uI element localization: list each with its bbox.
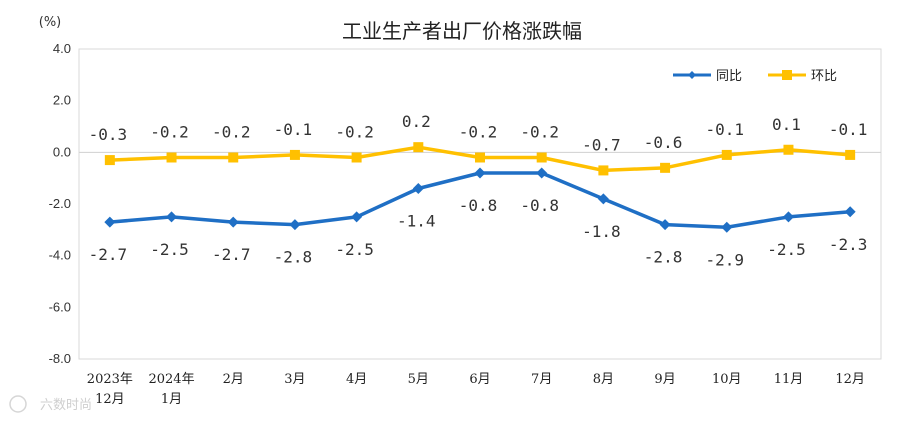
data-label: -2.9	[706, 250, 745, 269]
x-tick-label: 2023年	[87, 372, 133, 387]
data-label: -0.1	[829, 120, 868, 139]
legend-marker-mom	[782, 70, 792, 80]
series-1-point	[104, 155, 115, 166]
series-1-point	[413, 142, 424, 153]
y-tick-label: -6.0	[49, 299, 71, 314]
series-0-point	[166, 211, 178, 223]
data-label: -0.2	[150, 123, 189, 142]
legend-label-mom: 环比	[811, 69, 837, 84]
y-tick-label: -4.0	[49, 248, 71, 263]
y-tick-label: 2.0	[53, 93, 71, 108]
x-tick-label: 9月	[654, 372, 675, 387]
series-0-point	[597, 193, 609, 205]
legend-item-yoy: 同比	[673, 69, 742, 84]
series-1-point	[845, 149, 856, 160]
watermark-logo-icon	[9, 395, 27, 413]
series-1-point	[598, 165, 609, 176]
x-tick-label: 1月	[161, 392, 182, 407]
data-label: -0.6	[644, 133, 683, 152]
series-1-point	[536, 152, 547, 163]
data-label: -0.7	[582, 135, 621, 154]
series-1-point	[289, 149, 300, 160]
data-labels: -2.7 -2.5 -2.7 -2.8 -2.5 -1.4 -0.8 -0.8 -1.8 -2.8…	[89, 112, 868, 269]
y-tick-label: 4.0	[53, 41, 71, 56]
legend-marker-yoy	[688, 71, 696, 79]
data-label: -2.5	[150, 240, 189, 259]
series-1-point	[351, 152, 362, 163]
x-tick-label: 11月	[774, 372, 804, 387]
y-tick-label: -2.0	[49, 196, 71, 211]
watermark-text: 六数时尚	[40, 398, 92, 413]
legend-label-yoy: 同比	[716, 69, 742, 84]
x-tick-label: 12月	[95, 392, 125, 407]
x-tick-label: 2月	[223, 372, 244, 387]
series-0-point	[474, 167, 486, 179]
series-0-point	[412, 183, 424, 194]
data-label: -0.2	[520, 123, 559, 142]
series-layer	[104, 142, 856, 233]
x-tick-label: 5月	[408, 372, 429, 387]
series-0-point	[351, 211, 363, 223]
data-label: -2.7	[89, 245, 128, 264]
data-label: -2.5	[767, 240, 806, 259]
x-tick-label: 10月	[712, 372, 742, 387]
series-0-point	[536, 167, 548, 179]
plot-area	[78, 48, 882, 360]
chart-title: 工业生产者出厂价格涨跌幅	[342, 19, 582, 43]
x-tick-label: 8月	[593, 372, 614, 387]
data-label: -1.8	[582, 222, 621, 241]
series-0-point	[104, 216, 116, 228]
x-tick-label: 4月	[346, 372, 367, 387]
data-label: 0.1	[772, 115, 801, 134]
y-axis-unit: (%)	[39, 15, 62, 30]
data-label: -2.5	[335, 240, 374, 259]
legend-item-mom: 环比	[768, 69, 837, 84]
series-0-point	[227, 216, 239, 228]
series-0-point	[289, 219, 301, 231]
y-tick-label: 0.0	[53, 144, 71, 159]
y-tick-label: -8.0	[49, 351, 71, 366]
data-label: -0.1	[706, 120, 745, 139]
series-0-point	[782, 211, 794, 223]
x-tick-label: 12月	[835, 372, 865, 387]
x-tick-label: 3月	[284, 372, 305, 387]
data-label: -1.4	[397, 212, 436, 231]
data-label: -2.7	[212, 245, 251, 264]
data-label: 0.2	[402, 112, 431, 131]
data-label: -2.3	[829, 235, 868, 254]
x-tick-label: 7月	[531, 372, 552, 387]
data-label: -0.2	[212, 123, 251, 142]
data-label: -0.2	[335, 123, 374, 142]
series-1-point	[228, 152, 239, 163]
series-0-point	[659, 219, 671, 231]
data-label: -0.8	[520, 196, 559, 215]
data-label: -2.8	[644, 248, 683, 267]
series-1-point	[166, 152, 177, 163]
data-label: -2.8	[274, 248, 313, 267]
x-tick-label: 6月	[469, 372, 490, 387]
x-tick-label: 2024年	[148, 372, 194, 387]
x-axis: 2023年 12月 2024年 1月 2月 3月 4月 5月 6月 7月 8月 9月 10月 11月 12月	[87, 372, 865, 407]
series-1-point	[721, 149, 732, 160]
series-1-point	[475, 152, 485, 163]
data-label: -0.3	[89, 125, 128, 144]
watermark: 六数时尚	[9, 395, 92, 413]
series-1-point	[660, 162, 671, 173]
y-axis: 4.0 2.0 0.0 -2.0 -4.0 -6.0 -8.0	[49, 41, 71, 366]
data-label: -0.2	[459, 123, 498, 142]
data-label: -0.1	[274, 120, 313, 139]
series-0-point	[844, 206, 856, 218]
series-1-point	[783, 144, 794, 155]
legend: 同比 环比	[673, 69, 837, 84]
series-0-point	[721, 221, 733, 233]
data-label: -0.8	[459, 196, 498, 215]
